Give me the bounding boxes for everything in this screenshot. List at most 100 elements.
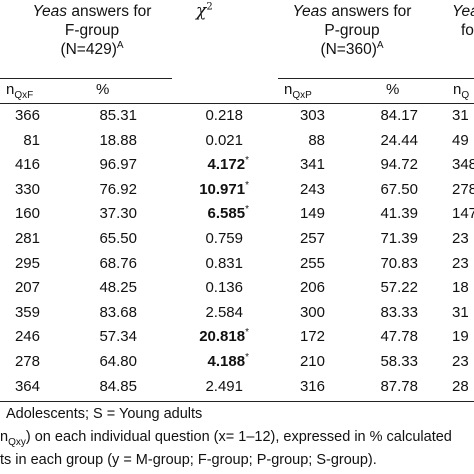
cell-chi: 4.188* xyxy=(207,352,249,371)
cell-pp: 70.83 xyxy=(380,254,418,272)
cell-pp: 41.39 xyxy=(380,205,418,223)
footnote-line2: nQxy) on each individual question (x= 1–… xyxy=(0,429,452,448)
cell-ns: 31 xyxy=(452,303,469,321)
subheader-n-s: nQ xyxy=(453,81,470,101)
cell-chi: 2.491 xyxy=(205,377,243,395)
subheader-n-p: nQxP xyxy=(284,81,312,101)
rule-header-right xyxy=(278,78,474,80)
cell-np: 341 xyxy=(299,156,325,174)
header-p-group-name: P-group xyxy=(324,22,380,39)
cell-np: 303 xyxy=(299,107,325,124)
footnote-line3: ts in each group (y = M-group; F-group; … xyxy=(0,452,377,468)
rule-header-left xyxy=(0,78,172,80)
cell-pp: 58.33 xyxy=(380,353,418,370)
cell-pf: 18.88 xyxy=(99,131,137,149)
cell-np: 300 xyxy=(299,303,325,321)
cell-ns: 28 xyxy=(452,377,469,395)
cell-np: 149 xyxy=(299,205,325,223)
cell-nf: 364 xyxy=(14,377,40,395)
cell-ns: 278 xyxy=(452,180,474,198)
cell-ns: 49 xyxy=(452,131,469,149)
significance-star: * xyxy=(245,352,249,363)
cell-chi: 0.831 xyxy=(205,254,243,272)
cell-ns: 23 xyxy=(452,254,469,272)
cell-np: 255 xyxy=(299,254,325,272)
header-f-yeas: Yeas xyxy=(32,3,68,20)
cell-nf: 246 xyxy=(14,328,40,346)
cell-nf: 81 xyxy=(23,131,40,149)
cell-pf: 96.97 xyxy=(99,156,137,174)
cell-chi: 0.759 xyxy=(205,230,243,247)
cell-nf: 207 xyxy=(14,279,40,297)
cell-chi: 10.971* xyxy=(199,179,249,198)
cell-pf: 57.34 xyxy=(99,328,137,346)
cell-nf: 281 xyxy=(14,230,40,247)
cell-pf: 64.80 xyxy=(99,353,137,370)
header-f-n: (N=429) xyxy=(60,41,117,58)
cell-pf: 37.30 xyxy=(99,205,137,223)
significance-star: * xyxy=(245,327,249,339)
header-chi-square: χ2 xyxy=(196,1,213,21)
cell-chi: 20.818* xyxy=(199,327,249,346)
cell-pf: 76.92 xyxy=(99,180,137,198)
cell-pf: 65.50 xyxy=(99,230,137,247)
cell-nf: 359 xyxy=(14,303,40,321)
cell-ns: 348 xyxy=(452,156,474,174)
chi-sup: 2 xyxy=(206,1,213,13)
cell-nf: 330 xyxy=(14,180,40,198)
cell-chi: 0.136 xyxy=(205,279,243,297)
header-p-answers: answers for xyxy=(327,3,412,20)
cell-ns: 23 xyxy=(452,230,469,247)
header-p-n: (N=360) xyxy=(320,41,377,58)
header-p-sup: A xyxy=(376,39,384,51)
cell-np: 257 xyxy=(299,230,325,247)
cell-pp: 57.22 xyxy=(380,279,418,297)
header-f-answers: answers for xyxy=(67,3,152,20)
header-s-yea: Yea xyxy=(452,3,474,20)
footnote-line1: Adolescents; S = Young adults xyxy=(6,406,203,422)
cell-ns: 31 xyxy=(452,107,469,124)
cell-chi: 0.218 xyxy=(205,107,243,124)
rule-subheader xyxy=(0,103,474,105)
cell-pf: 48.25 xyxy=(99,279,137,297)
cell-pp: 71.39 xyxy=(380,230,418,247)
header-s-group: Yea fo xyxy=(452,2,474,40)
cell-nf: 160 xyxy=(14,205,40,223)
cell-pp: 83.33 xyxy=(380,303,418,321)
cell-pp: 47.78 xyxy=(380,328,418,346)
cell-chi: 4.172* xyxy=(207,155,249,174)
cell-nf: 295 xyxy=(14,254,40,272)
cell-np: 88 xyxy=(308,131,325,149)
cell-pp: 94.72 xyxy=(380,156,418,174)
significance-star: * xyxy=(245,204,249,216)
subheader-pct-p: % xyxy=(386,81,400,98)
cell-pf: 68.76 xyxy=(99,254,137,272)
cell-nf: 416 xyxy=(14,156,40,174)
cell-chi: 0.021 xyxy=(205,131,243,149)
header-f-sup: A xyxy=(116,39,124,51)
subheader-pct-f: % xyxy=(96,81,110,98)
cell-np: 206 xyxy=(299,279,325,297)
cell-chi: 6.585* xyxy=(207,204,249,223)
cell-pp: 24.44 xyxy=(380,131,418,149)
header-s-fo: fo xyxy=(461,22,474,39)
header-p-group: Yeas answers for P-group (N=360)A xyxy=(268,2,436,59)
significance-star: * xyxy=(245,179,249,191)
cell-pf: 83.68 xyxy=(99,303,137,321)
cell-pf: 85.31 xyxy=(99,107,137,124)
significance-star: * xyxy=(245,155,249,167)
rule-bottom xyxy=(0,401,474,403)
cell-nf: 366 xyxy=(14,107,40,124)
cell-pf: 84.85 xyxy=(99,377,137,395)
header-p-yeas: Yeas xyxy=(292,3,328,20)
header-f-group-name: F-group xyxy=(64,22,120,39)
chi-symbol: χ xyxy=(196,1,207,21)
cell-np: 210 xyxy=(299,353,325,370)
header-f-group: Yeas answers for F-group (N=429)A xyxy=(8,2,176,59)
cell-ns: 18 xyxy=(452,279,469,297)
cell-np: 243 xyxy=(299,180,325,198)
cell-pp: 87.78 xyxy=(380,377,418,395)
cell-nf: 278 xyxy=(14,353,40,370)
subheader-n-f: nQxF xyxy=(6,81,34,101)
